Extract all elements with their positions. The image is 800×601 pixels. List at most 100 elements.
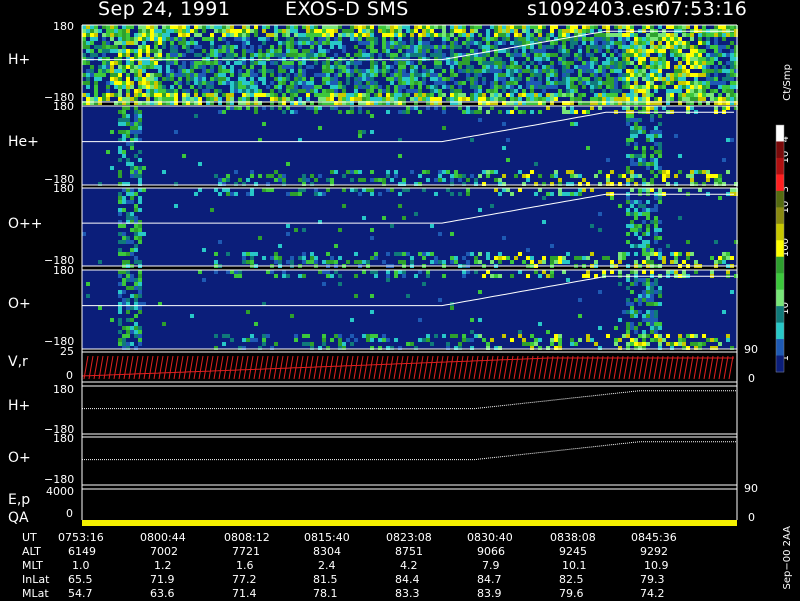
vr-sweep (663, 355, 669, 380)
vr-sweep (403, 355, 409, 380)
colorbar-swatch (776, 223, 784, 241)
vr-sweep (618, 355, 624, 380)
footer-cell: 0830:40 (467, 531, 513, 544)
footer-cell: 63.6 (150, 587, 175, 600)
vr-sweep (253, 355, 259, 380)
vr-sweep (608, 355, 614, 380)
spectrogram-oplus-trace (82, 275, 734, 307)
vr-sweep (563, 355, 569, 380)
footer-cell: 65.5 (68, 573, 93, 586)
tick-oplus-angle-bottom: −180 (44, 473, 75, 486)
vr-sweep (683, 355, 689, 380)
tick-vr-right-top: 90 (744, 343, 758, 356)
vr-sweep (543, 355, 549, 380)
colorbar-swatch (776, 256, 784, 274)
tick-hplus-angle-bottom: −180 (44, 423, 75, 436)
footer-row-label: InLat (22, 573, 50, 586)
vr-sweep (633, 355, 639, 380)
vr-sweep (338, 355, 344, 380)
vr-sweep (538, 355, 544, 380)
vr-sweep (273, 355, 279, 380)
vr-sweep (643, 355, 649, 380)
vr-sweep (713, 355, 719, 380)
vr-sweep (148, 355, 154, 380)
footer-cell: 83.9 (477, 587, 502, 600)
tick-vr-bottom: 0 (66, 369, 73, 382)
footer-row-label: MLat (22, 587, 49, 600)
colorbar-swatch (776, 207, 784, 225)
vr-sweep (413, 355, 419, 380)
vr-sweep (428, 355, 434, 380)
vr-sweep (263, 355, 269, 380)
footer-row-label: ALT (22, 545, 41, 558)
vr-sweep (143, 355, 149, 380)
colorbar-frame (775, 124, 785, 373)
footer-cell: 0753:16 (58, 531, 104, 544)
vr-sweep (418, 355, 424, 380)
tick-hplus-top: 180 (53, 20, 74, 33)
footer-cell: 10.1 (562, 559, 587, 572)
vr-sweep (593, 355, 599, 380)
vr-sweep (318, 355, 324, 380)
footer-cell: 0800:44 (140, 531, 186, 544)
tick-hplus-angle-top: 180 (53, 383, 74, 396)
footer-cell: 2.4 (318, 559, 336, 572)
vr-sweep (218, 355, 224, 380)
footer-cell: 84.4 (395, 573, 420, 586)
vr-sweep (448, 355, 454, 380)
tick-oplus-angle-top: 180 (53, 432, 74, 445)
tick-vr-right-bottom: 0 (748, 372, 755, 385)
header-date: Sep 24, 1991 (98, 0, 231, 20)
footer-row-label: MLT (22, 559, 43, 572)
footer-cell: 0845:36 (631, 531, 677, 544)
vr-sweep (173, 355, 179, 380)
vr-sweep (628, 355, 634, 380)
oplus-angle-panel-trace (82, 441, 736, 461)
spectrogram-hplus-trace (82, 30, 734, 61)
vr-sweep (83, 355, 89, 380)
vr-sweep (728, 355, 734, 380)
colorbar-swatch (776, 240, 784, 258)
colorbar-swatch (776, 355, 784, 373)
vr-sweep (578, 355, 584, 380)
vr-sweep (353, 355, 359, 380)
footer-cell: 0838:08 (550, 531, 596, 544)
tick-heplus-top: 180 (53, 100, 74, 113)
vr-sweep (443, 355, 449, 380)
vr-sweep (323, 355, 329, 380)
vr-sweep (358, 355, 364, 380)
vr-sweep (268, 355, 274, 380)
header-file: s1092403.esr (527, 0, 663, 20)
vr-sweep (203, 355, 209, 380)
footer-cell: 7002 (150, 545, 178, 558)
tick-oplusplus-top: 180 (53, 182, 74, 195)
vr-sweep (153, 355, 159, 380)
footer-cell: 84.7 (477, 573, 502, 586)
vr-sweep (688, 355, 694, 380)
vr-sweep (168, 355, 174, 380)
vr-sweep (378, 355, 384, 380)
tick-oplusplus-bottom: −180 (44, 254, 75, 267)
vr-sweep (343, 355, 349, 380)
vr-sweep (453, 355, 459, 380)
vr-sweep (588, 355, 594, 380)
vr-sweep (613, 355, 619, 380)
vr-sweep (458, 355, 464, 380)
footer-cell: 10.9 (644, 559, 669, 572)
vr-sweep (383, 355, 389, 380)
panel-label-oplus: O+ (8, 296, 31, 312)
vr-sweep (328, 355, 334, 380)
panel-label-oplusplus: O++ (8, 216, 43, 232)
vr-envelope (81, 357, 734, 377)
footer-cell: 83.3 (395, 587, 420, 600)
vr-sweep (398, 355, 404, 380)
vr-sweep (158, 355, 164, 380)
footer-cell: 77.2 (232, 573, 257, 586)
tick-ep-top: 4000 (46, 485, 74, 498)
vr-sweep (548, 355, 554, 380)
header-instrument: EXOS-D SMS (285, 0, 409, 20)
vr-sweep (163, 355, 169, 380)
footer-cell: 1.0 (72, 559, 90, 572)
colorbar-swatch (776, 339, 784, 357)
footer-row-mlat: MLat 54.7 63.6 71.4 78.1 83.3 83.9 79.6 … (0, 587, 800, 601)
